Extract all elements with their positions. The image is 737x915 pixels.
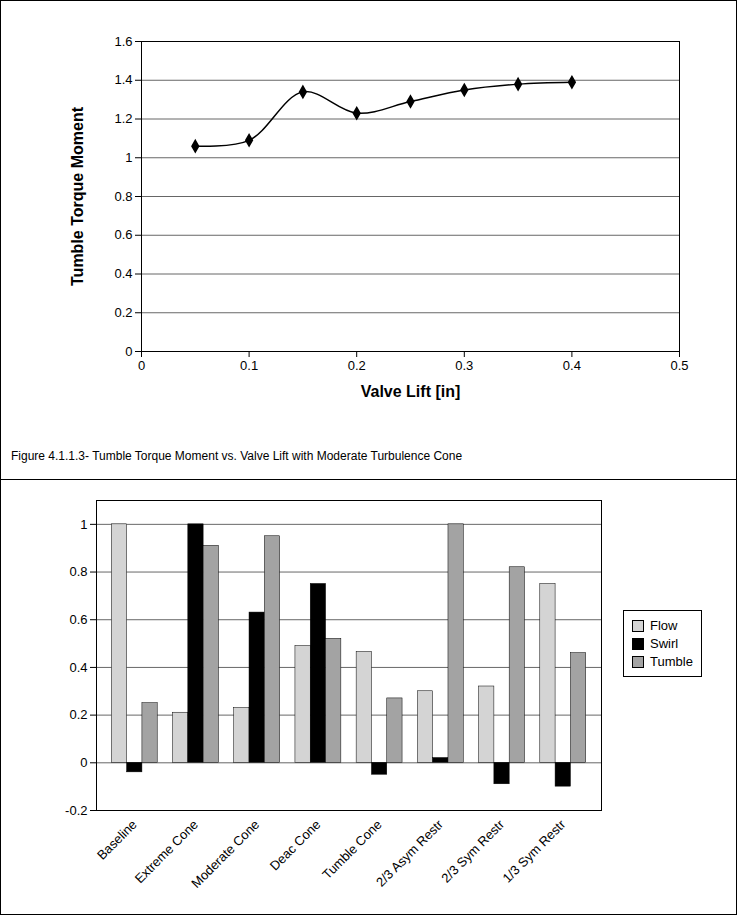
svg-text:2/3 Asym Restr: 2/3 Asym Restr <box>373 816 446 889</box>
svg-text:1: 1 <box>125 150 132 165</box>
svg-text:0.3: 0.3 <box>455 358 473 373</box>
html-text:Tumble: Tumble <box>650 654 693 669</box>
html-text:Flow: Flow <box>650 618 678 633</box>
svg-text:1.2: 1.2 <box>114 111 132 126</box>
svg-text:0.8: 0.8 <box>114 189 132 204</box>
svg-text:0.2: 0.2 <box>348 358 366 373</box>
svg-text:Valve Lift [in]: Valve Lift [in] <box>361 383 461 400</box>
html-text:Figure 4.1.1.3- Tumble Torque: Figure 4.1.1.3- Tumble Torque Moment vs.… <box>11 449 463 463</box>
svg-text:2/3 Sym Restr: 2/3 Sym Restr <box>438 816 507 885</box>
svg-text:0: 0 <box>125 344 132 359</box>
svg-text:Tumble Cone: Tumble Cone <box>319 817 384 882</box>
svg-text:0: 0 <box>138 358 145 373</box>
svg-text:Moderate Cone: Moderate Cone <box>188 817 262 891</box>
html-text:Swirl: Swirl <box>650 636 679 651</box>
svg-text:0.4: 0.4 <box>563 358 581 373</box>
svg-text:0.1: 0.1 <box>240 358 258 373</box>
svg-text:0.5: 0.5 <box>670 358 688 373</box>
svg-text:0.4: 0.4 <box>69 660 87 675</box>
svg-text:0.2: 0.2 <box>69 707 87 722</box>
svg-text:Extreme Cone: Extreme Cone <box>132 817 201 886</box>
svg-text:1.6: 1.6 <box>114 34 132 49</box>
svg-text:0.2: 0.2 <box>114 305 132 320</box>
svg-text:Tumble Torque Moment: Tumble Torque Moment <box>69 106 86 286</box>
svg-text:0.8: 0.8 <box>69 564 87 579</box>
svg-text:1/3 Sym Restr: 1/3 Sym Restr <box>499 816 568 885</box>
svg-text:Baseline: Baseline <box>94 817 140 863</box>
svg-text:1: 1 <box>80 517 87 532</box>
svg-text:0.6: 0.6 <box>69 612 87 627</box>
svg-text:0.4: 0.4 <box>114 266 132 281</box>
svg-text:0.6: 0.6 <box>114 227 132 242</box>
svg-text:Deac Cone: Deac Cone <box>267 817 324 874</box>
svg-text:-0.2: -0.2 <box>65 803 87 818</box>
svg-text:1.4: 1.4 <box>114 72 132 87</box>
svg-text:0: 0 <box>80 755 87 770</box>
